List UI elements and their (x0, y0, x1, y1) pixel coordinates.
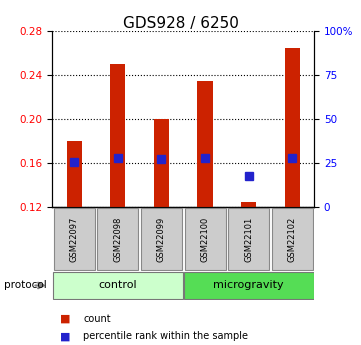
Bar (154, 119, 169, 207)
Text: GDS928 / 6250: GDS928 / 6250 (123, 16, 238, 30)
Text: ■: ■ (60, 332, 70, 341)
Bar (197, 80, 213, 207)
Bar (66, 141, 82, 207)
Text: GSM22097: GSM22097 (70, 216, 79, 262)
Text: GSM22100: GSM22100 (200, 216, 209, 262)
Bar (53, 272, 183, 299)
Bar (184, 272, 314, 299)
Text: GSM22098: GSM22098 (113, 216, 122, 262)
Bar (284, 48, 300, 207)
Text: microgravity: microgravity (213, 280, 284, 290)
Text: protocol: protocol (4, 280, 46, 290)
Bar (241, 201, 256, 207)
Bar (228, 208, 269, 269)
Bar (272, 208, 313, 269)
Text: count: count (83, 314, 111, 324)
Text: GSM22099: GSM22099 (157, 216, 166, 262)
Bar (54, 208, 95, 269)
Bar (97, 208, 138, 269)
Text: percentile rank within the sample: percentile rank within the sample (83, 332, 248, 341)
Text: GSM22101: GSM22101 (244, 216, 253, 262)
Bar (184, 208, 226, 269)
Bar (141, 208, 182, 269)
Bar (110, 64, 125, 207)
Text: control: control (99, 280, 137, 290)
Text: GSM22102: GSM22102 (288, 216, 297, 262)
Text: ■: ■ (60, 314, 70, 324)
